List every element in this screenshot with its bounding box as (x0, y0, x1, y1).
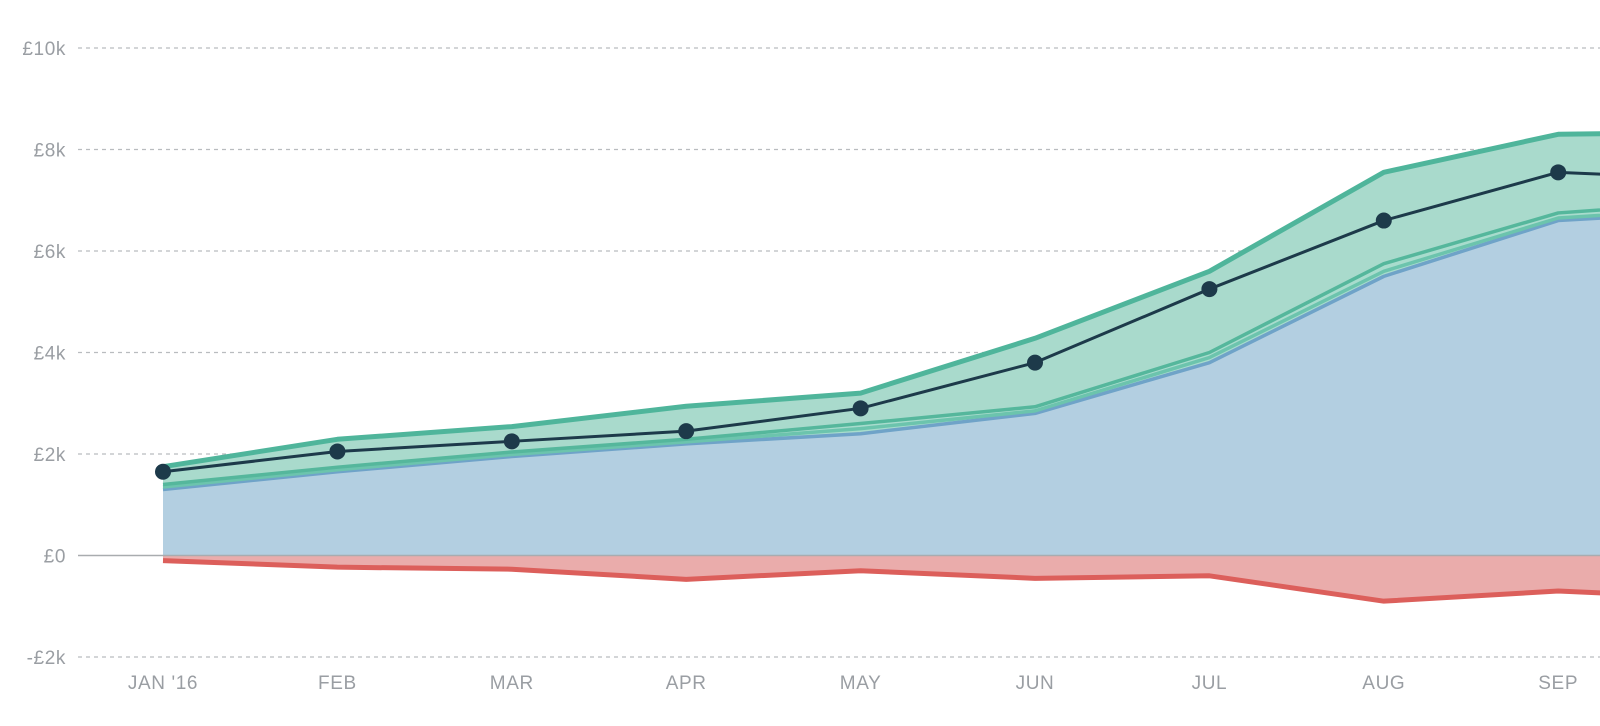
y-tick-label: £2k (34, 445, 66, 466)
negative-area-edge (162, 558, 1600, 604)
stacked-area-1 (163, 218, 1600, 556)
x-tick-label: SEP (1538, 673, 1578, 694)
line-point (503, 433, 520, 450)
x-tick-label: AUG (1362, 673, 1405, 694)
stacked-area-edge-2 (162, 213, 1600, 489)
line-point (1027, 354, 1043, 371)
x-tick-label: APR (666, 673, 707, 694)
x-tick-label: JUN (1016, 673, 1055, 694)
line-point (1375, 212, 1392, 229)
line-point (1201, 281, 1218, 298)
x-tick-label: JAN '16 (128, 673, 198, 694)
stacked-area-edge-4 (162, 131, 1600, 470)
line-point (678, 423, 695, 440)
line-point (852, 400, 869, 417)
line-point (1550, 164, 1567, 181)
y-tick-label: £8k (34, 141, 66, 162)
x-tick-label: MAY (840, 673, 882, 694)
y-axis-labels: £10k £8k £6k £4k £2k £0 -£2k (22, 39, 66, 669)
y-tick-label: -£2k (27, 648, 66, 669)
stacked-area-4 (163, 133, 1600, 485)
negative-area (163, 555, 1600, 602)
total-line-series (155, 164, 1600, 480)
stacked-area-edge-1 (162, 216, 1600, 492)
y-tick-label: £10k (22, 39, 66, 60)
x-axis-labels: JAN '16 FEB MAR APR MAY JUN JUL AUG SEP (128, 673, 1578, 694)
y-tick-label: £4k (34, 344, 66, 365)
y-tick-label: £0 (44, 547, 66, 568)
stacked-area-edge-3 (162, 208, 1600, 487)
x-tick-label: JUL (1192, 673, 1228, 694)
y-tick-label: £6k (34, 242, 66, 263)
line-point (329, 443, 346, 460)
total-line (162, 170, 1600, 474)
x-tick-label: FEB (318, 673, 357, 694)
x-tick-label: MAR (490, 673, 534, 694)
line-point (155, 463, 171, 480)
area-series (162, 131, 1600, 604)
